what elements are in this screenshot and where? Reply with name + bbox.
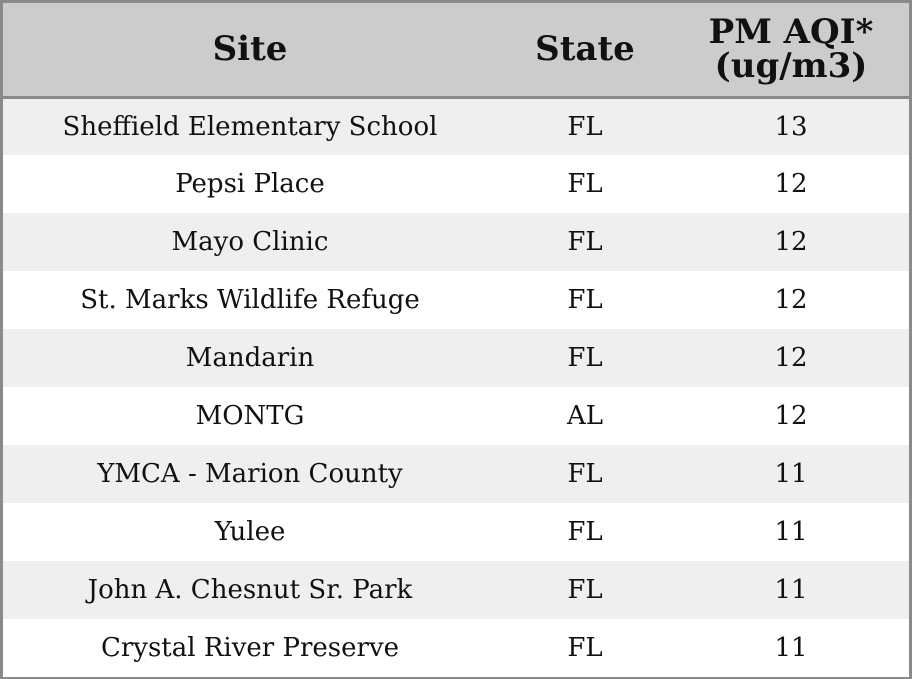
table-row: Mayo Clinic FL 12 — [3, 213, 909, 271]
cell-site: Sheffield Elementary School — [62, 111, 438, 142]
cell-pm-aqi: 12 — [774, 169, 808, 199]
cell-pm-aqi: 11 — [774, 575, 808, 605]
header-row: Site State PM AQI* (ug/m3) — [3, 3, 909, 99]
header-site: Site — [3, 3, 497, 99]
header-pm-aqi-line2: (ug/m3) — [714, 46, 868, 87]
table-row: John A. Chesnut Sr. Park FL 11 — [3, 561, 909, 619]
table-row: YMCA - Marion County FL 11 — [3, 445, 909, 503]
cell-pm-aqi: 12 — [774, 401, 808, 431]
cell-state: FL — [567, 633, 603, 663]
cell-state: FL — [567, 459, 603, 489]
table-row: Pepsi Place FL 12 — [3, 155, 909, 213]
table-row: Crystal River Preserve FL 11 — [3, 619, 909, 677]
cell-site: Mandarin — [185, 343, 315, 373]
header-pm-aqi-line1: PM AQI* — [708, 12, 874, 53]
cell-state: AL — [566, 401, 604, 431]
cell-site: MONTG — [195, 401, 305, 431]
cell-state: FL — [567, 517, 603, 547]
header-pm-aqi: PM AQI* (ug/m3) — [673, 3, 909, 99]
table-row: Yulee FL 11 — [3, 503, 909, 561]
cell-site: John A. Chesnut Sr. Park — [87, 575, 413, 605]
cell-state: FL — [567, 285, 603, 315]
header-state: State — [497, 3, 673, 99]
cell-state: FL — [567, 169, 603, 199]
cell-site: Pepsi Place — [175, 169, 325, 199]
cell-state: FL — [567, 111, 603, 142]
aqi-table: Site State PM AQI* (ug/m3) Sheffield Ele… — [3, 3, 909, 677]
cell-pm-aqi: 12 — [774, 343, 808, 373]
cell-state: FL — [567, 343, 603, 373]
table-row: Mandarin FL 12 — [3, 329, 909, 387]
table-row: St. Marks Wildlife Refuge FL 12 — [3, 271, 909, 329]
cell-site: Crystal River Preserve — [100, 633, 400, 663]
cell-site: YMCA - Marion County — [97, 459, 403, 489]
table-body: Sheffield Elementary School FL 13 Pepsi … — [3, 97, 909, 677]
cell-site: St. Marks Wildlife Refuge — [80, 285, 420, 315]
table-row: Sheffield Elementary School FL 13 — [3, 97, 909, 155]
cell-pm-aqi: 11 — [774, 517, 808, 547]
cell-pm-aqi: 12 — [774, 285, 808, 315]
cell-state: FL — [567, 227, 603, 257]
cell-state: FL — [567, 575, 603, 605]
table-header: Site State PM AQI* (ug/m3) — [3, 3, 909, 99]
cell-pm-aqi: 13 — [774, 111, 808, 142]
cell-pm-aqi: 11 — [774, 633, 808, 663]
table-row: MONTG AL 12 — [3, 387, 909, 445]
cell-site: Yulee — [214, 517, 286, 547]
cell-pm-aqi: 11 — [774, 459, 808, 489]
cell-pm-aqi: 12 — [774, 227, 808, 257]
cell-site: Mayo Clinic — [171, 227, 329, 257]
